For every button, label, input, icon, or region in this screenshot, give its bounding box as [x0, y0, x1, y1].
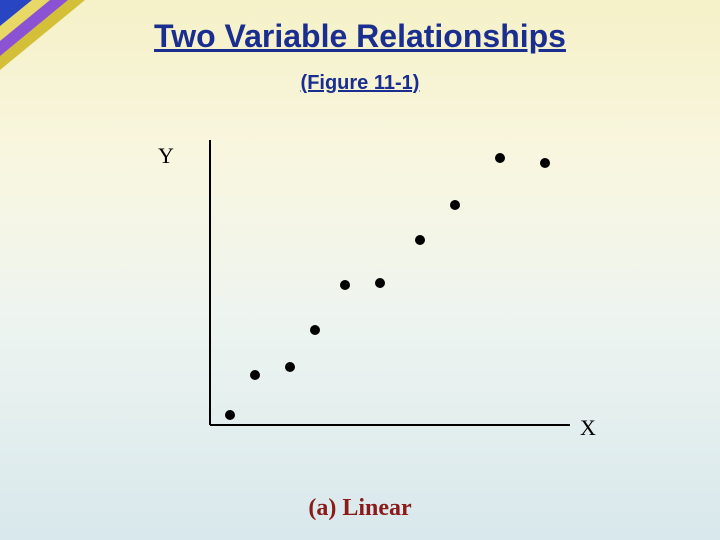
scatter-point [225, 410, 235, 420]
scatter-point [540, 158, 550, 168]
scatter-point [415, 235, 425, 245]
slide-title: Two Variable Relationships [0, 18, 720, 55]
x-axis-label: X [580, 415, 596, 441]
scatter-point [450, 200, 460, 210]
chart-canvas [180, 135, 600, 445]
scatter-points-group [225, 153, 550, 420]
scatter-chart: Y X [180, 135, 600, 445]
y-axis-label: Y [158, 143, 174, 169]
scatter-point [285, 362, 295, 372]
scatter-point [250, 370, 260, 380]
chart-caption: (a) Linear [0, 495, 720, 522]
scatter-point [495, 153, 505, 163]
scatter-point [375, 278, 385, 288]
scatter-point [310, 325, 320, 335]
scatter-point [340, 280, 350, 290]
slide-subtitle: (Figure 11-1) [0, 72, 720, 95]
